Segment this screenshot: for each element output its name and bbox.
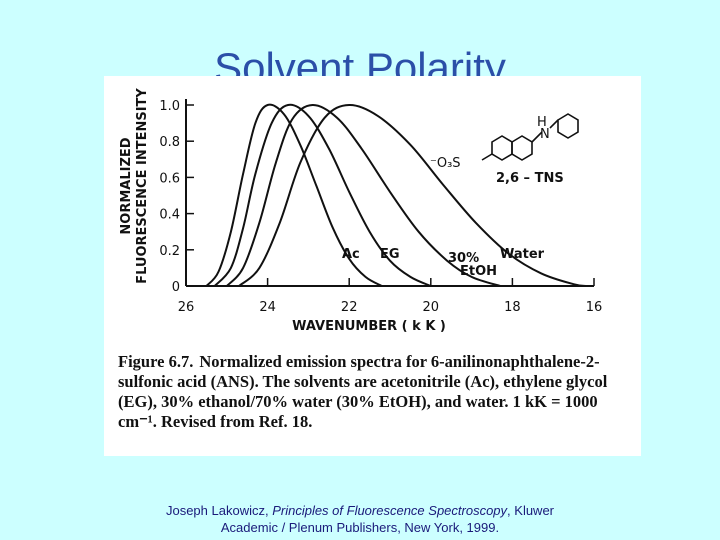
emission-spectra-chart: 00.20.40.60.81.026 24 22 20 18 16 NORMALIZED … <box>119 88 602 334</box>
citation: Joseph Lakowicz, Principles of Fluoresce… <box>0 502 720 536</box>
curve-label-30etoh: 30% <box>448 251 479 266</box>
structure-sulfonate: ⁻O₃S <box>430 156 461 171</box>
y-axis-label-line2: FLUORESCENCE INTENSITY <box>135 88 150 284</box>
y-tick-label-2: 0.4 <box>159 208 180 223</box>
y-axis-label-line1: NORMALIZED <box>119 137 134 234</box>
y-tick-label-0: 0 <box>172 280 180 295</box>
x-tick-label-3: 20 <box>423 300 440 315</box>
curve-label-ac: Ac <box>342 247 360 262</box>
bond-to-sulfonate <box>481 153 493 161</box>
phenyl-ring <box>557 113 579 139</box>
curve-eg <box>213 103 432 287</box>
bond-to-nitrogen <box>531 131 543 143</box>
x-tick-label-4: 18 <box>504 300 521 315</box>
naphthalene-ring-right <box>511 135 533 161</box>
figure-panel: 0 0.2 0.4 0.6 0.8 1.0 26 24 22 20 18 16 NORMALIZED … <box>104 76 641 456</box>
y-tick-label-3: 0.6 <box>159 171 180 186</box>
x-tick-label-5: 16 <box>586 300 603 315</box>
chart-axes: 0 0.2 0.4 0.6 0.8 1.0 26 24 22 20 18 16 <box>159 99 602 315</box>
structure-n: N <box>540 127 550 142</box>
citation-author: Joseph Lakowicz, <box>165 503 273 518</box>
figure-caption: Figure 6.7. Normalized emission spectra f… <box>118 352 630 432</box>
figure-number: Figure 6.7. <box>118 352 194 371</box>
structure-h: H <box>537 115 547 130</box>
x-tick-label-1: 24 <box>259 300 276 315</box>
curve-ac <box>205 103 383 287</box>
y-tick-label-5: 1.0 <box>159 99 180 114</box>
bond-n-phenyl <box>549 119 559 129</box>
naphthalene-ring-left <box>491 135 513 161</box>
citation-line2: Academic / Plenum Publishers, New York, … <box>220 520 500 535</box>
y-tick-label-1: 0.2 <box>159 244 180 259</box>
curve-label-water: Water <box>500 247 545 262</box>
curve-water <box>238 103 586 287</box>
tns-structure <box>481 113 579 161</box>
y-tick-label-4: 0.8 <box>159 135 180 150</box>
x-axis-label: WAVENUMBER ( k K ) <box>292 319 446 334</box>
x-tick-label-2: 22 <box>341 300 358 315</box>
structure-name: 2,6 – TNS <box>496 171 564 186</box>
caption-text: Normalized emission spectra for 6-anilin… <box>118 352 608 431</box>
curve-label-etoh: EtOH <box>460 264 497 279</box>
citation-publisher: , Kluwer <box>507 503 555 518</box>
chart-curves <box>205 103 586 287</box>
curve-30-etoh <box>226 103 501 287</box>
curve-label-eg: EG <box>380 247 400 262</box>
citation-book-title: Principles of Fluorescence Spectroscopy <box>272 503 508 518</box>
x-tick-label-0: 26 <box>178 300 195 315</box>
